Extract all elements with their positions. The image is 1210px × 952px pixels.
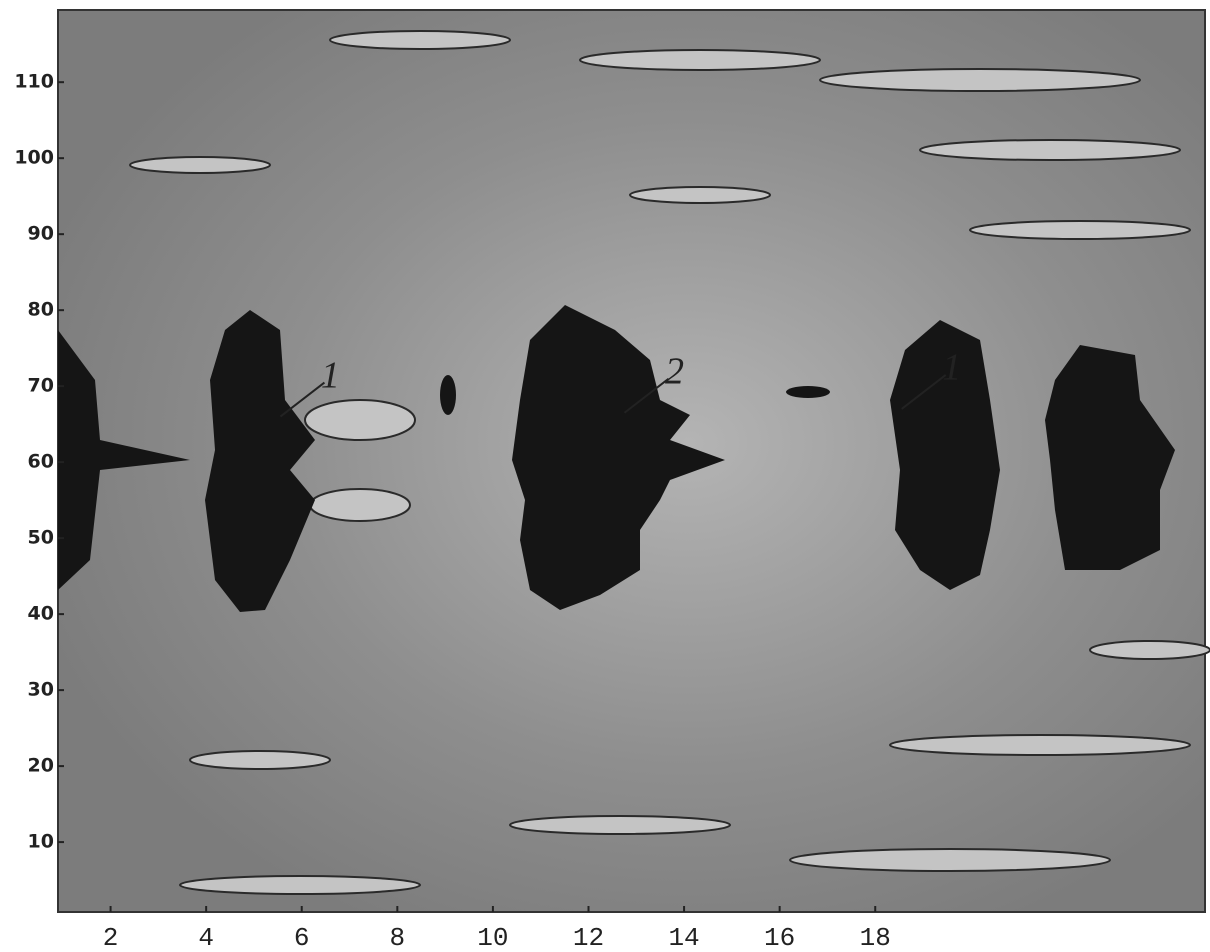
y-tick-label: 70 [28, 375, 54, 397]
x-tick-label: 2 [103, 923, 119, 952]
x-tick-label: 10 [477, 923, 508, 952]
x-tick-label: 12 [573, 923, 604, 952]
contour-region [890, 735, 1190, 755]
contour-region [820, 69, 1140, 91]
x-tick-label: 18 [860, 923, 891, 952]
contour-region [786, 386, 830, 398]
contour-region [510, 816, 730, 834]
y-tick-label: 80 [28, 299, 54, 321]
y-tick-label: 30 [28, 679, 54, 701]
y-tick-label: 10 [28, 831, 54, 853]
contour-region [180, 876, 420, 894]
contour-region [1090, 641, 1210, 659]
chart: 1020304050607080901001102468101214161812… [0, 0, 1210, 952]
x-tick-label: 6 [294, 923, 310, 952]
contour-region [190, 751, 330, 769]
y-tick-label: 100 [14, 147, 54, 169]
annotation: 1 [942, 347, 961, 389]
contour-region [130, 157, 270, 173]
y-tick-label: 40 [28, 603, 54, 625]
y-tick-label: 110 [14, 71, 54, 93]
x-tick-label: 16 [764, 923, 795, 952]
x-tick-label: 8 [390, 923, 406, 952]
y-tick-label: 50 [28, 527, 54, 549]
y-tick-label: 90 [28, 223, 54, 245]
contour-region [440, 375, 456, 415]
annotation: 1 [321, 354, 340, 396]
x-tick-label: 4 [198, 923, 214, 952]
contour-region [970, 221, 1190, 239]
x-tick-label: 14 [668, 923, 699, 952]
y-tick-label: 20 [28, 755, 54, 777]
contour-region [630, 187, 770, 203]
contour-region [920, 140, 1180, 160]
contour-region [310, 489, 410, 521]
contour-region [580, 50, 820, 70]
annotation: 2 [665, 350, 684, 392]
contour-region [330, 31, 510, 49]
contour-region [305, 400, 415, 440]
contour-region [790, 849, 1110, 871]
y-tick-label: 60 [28, 451, 54, 473]
